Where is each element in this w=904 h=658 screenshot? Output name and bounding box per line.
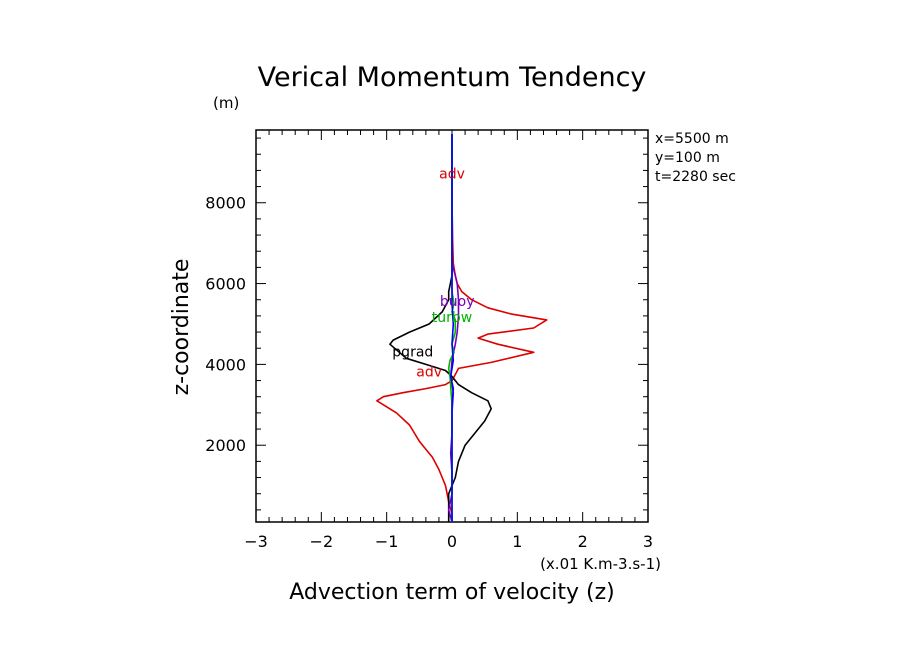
y-tick-label: 6000 — [205, 275, 246, 294]
y-axis-label: z-coordinate — [169, 259, 194, 396]
info-line-t: t=2280 sec — [655, 169, 736, 185]
chart-title: Verical Momentum Tendency — [258, 62, 647, 93]
y-tick-label: 8000 — [205, 194, 246, 213]
series-label-buoy: buoy — [440, 294, 475, 310]
x-tick-label: 2 — [578, 532, 588, 551]
series-label-adv: adv — [416, 365, 442, 381]
info-line-x: x=5500 m — [655, 131, 729, 147]
x-tick-label: 3 — [643, 532, 653, 551]
series-line-pgrad — [389, 134, 493, 522]
x-tick-label: −2 — [310, 532, 334, 551]
x-axis-label: Advection term of velocity (z) — [289, 580, 615, 605]
x-axis-unit: (x.01 K.m-3.s-1) — [540, 555, 661, 573]
series-label-turbw: turbw — [432, 310, 472, 326]
x-tick-label: 0 — [447, 532, 457, 551]
info-line-y: y=100 m — [655, 150, 720, 166]
x-tick-label: −3 — [244, 532, 268, 551]
series-line-zero-line — [449, 134, 455, 522]
x-tick-label: −1 — [375, 532, 399, 551]
axes: −3 −2 −1 0 1 2 3 2000 4000 6000 8000 — [205, 129, 653, 551]
x-tick-label: 1 — [512, 532, 522, 551]
series-label-pgrad: pgrad — [392, 344, 433, 360]
y-tick-label: 2000 — [205, 436, 246, 455]
y-tick-label: 4000 — [205, 355, 246, 374]
series-label-adv: adv — [439, 166, 465, 182]
series-group — [376, 134, 548, 523]
y-axis-unit: (m) — [213, 94, 239, 112]
series-line-adv — [376, 134, 548, 522]
